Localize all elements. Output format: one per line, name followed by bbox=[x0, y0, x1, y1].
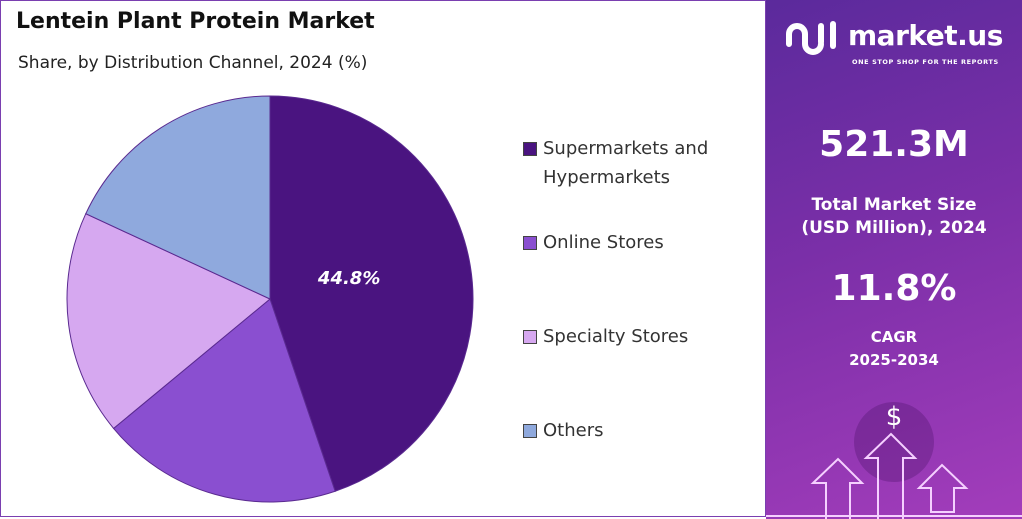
cagr-value: 11.8% bbox=[831, 268, 957, 309]
legend-item-supermarkets: Supermarkets and Hypermarkets bbox=[523, 134, 753, 192]
brand-name: market.us bbox=[848, 19, 1003, 52]
logo-icon bbox=[786, 21, 836, 55]
legend-label: Supermarkets and Hypermarkets bbox=[543, 138, 709, 188]
cagr-label: CAGR 2025-2034 bbox=[849, 328, 939, 369]
legend-item-others: Others bbox=[523, 416, 753, 445]
chart-title: Lentein Plant Protein Market bbox=[16, 9, 375, 34]
pie-slice-supermarkets-and-hypermarkets bbox=[269, 95, 474, 492]
market-size-value: 521.3M bbox=[819, 124, 969, 165]
data-label: 44.8% bbox=[317, 268, 380, 289]
market-size-label: Total Market Size (USD Million), 2024 bbox=[801, 195, 987, 238]
legend-item-specialty-stores: Specialty Stores bbox=[523, 322, 753, 351]
summary-panel: market.us ONE STOP SHOP FOR THE REPORTS … bbox=[766, 0, 1022, 519]
legend-swatch bbox=[523, 142, 537, 156]
pie-chart: 44.8% bbox=[66, 95, 474, 503]
pie-slice-specialty-stores bbox=[66, 213, 271, 430]
chart-subtitle: Share, by Distribution Channel, 2024 (%) bbox=[18, 53, 368, 73]
pie-slice-online-stores bbox=[112, 298, 336, 503]
chart-panel: Lentein Plant Protein Market Share, by D… bbox=[0, 0, 766, 517]
legend-swatch bbox=[523, 330, 537, 344]
legend-label: Specialty Stores bbox=[543, 326, 689, 347]
pie-slice-others bbox=[85, 95, 271, 300]
dollar-icon: $ bbox=[886, 402, 903, 432]
growth-arrows-icon: $ bbox=[766, 402, 1022, 519]
legend-item-online-stores: Online Stores bbox=[523, 228, 753, 257]
brand-tagline: ONE STOP SHOP FOR THE REPORTS bbox=[852, 58, 999, 66]
legend-swatch bbox=[523, 424, 537, 438]
legend-swatch bbox=[523, 236, 537, 250]
brand-logo: market.us bbox=[784, 16, 1003, 56]
legend-label: Others bbox=[543, 420, 604, 441]
legend-label: Online Stores bbox=[543, 232, 664, 253]
